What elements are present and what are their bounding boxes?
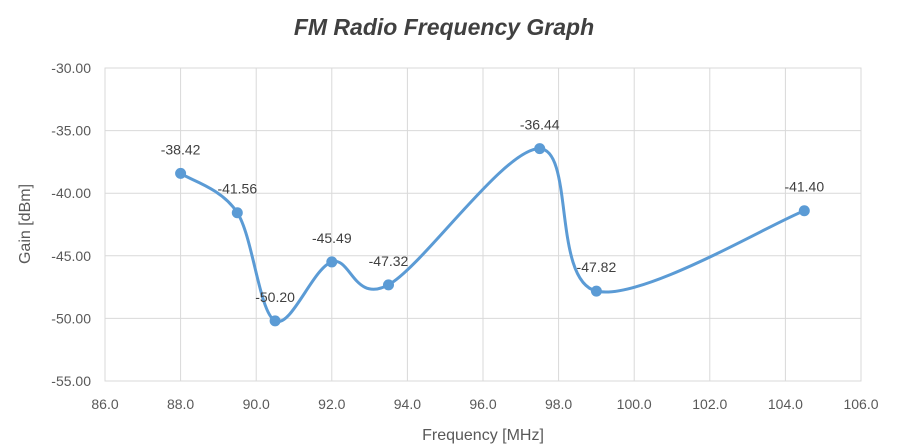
x-tick-label: 104.0	[768, 396, 803, 412]
gridlines	[104, 67, 862, 382]
x-tick-label: 96.0	[469, 396, 496, 412]
data-label: -50.20	[255, 289, 295, 305]
y-tick-label: -45.00	[51, 248, 91, 264]
x-tick-label: 92.0	[318, 396, 345, 412]
data-label: -41.40	[784, 179, 824, 195]
data-point	[534, 143, 546, 155]
y-tick-label: -50.00	[51, 310, 91, 326]
data-point	[798, 205, 810, 217]
y-tick-label: -40.00	[51, 185, 91, 201]
x-tick-label: 90.0	[243, 396, 270, 412]
data-point	[383, 279, 394, 291]
data-point	[175, 167, 187, 179]
y-axis-title: Gain [dBm]	[17, 184, 34, 264]
x-tick-label: 102.0	[692, 396, 727, 412]
x-tick-label: 100.0	[617, 396, 652, 412]
data-label: -47.82	[577, 259, 617, 275]
data-label: -41.56	[217, 181, 257, 197]
data-label: -38.42	[161, 141, 201, 157]
x-tick-label: 88.0	[167, 396, 194, 412]
chart-title: FM Radio Frequency Graph	[294, 14, 594, 40]
data-point	[269, 315, 281, 327]
x-axis-ticks: 86.0 88.0 90.0 92.0 94.0 96.0 98.0 100.0 102.0 10…	[91, 396, 878, 412]
x-axis-title: Frequency [MHz]	[422, 427, 544, 444]
x-tick-label: 98.0	[545, 396, 572, 412]
x-tick-label: 106.0	[843, 396, 878, 412]
x-tick-label: 86.0	[91, 396, 118, 412]
plot-area	[104, 67, 862, 382]
x-tick-label: 94.0	[394, 396, 421, 412]
y-tick-label: -55.00	[51, 373, 91, 389]
y-tick-label: -30.00	[51, 60, 91, 76]
y-tick-label: -35.00	[51, 123, 91, 139]
data-points	[175, 143, 810, 327]
data-label: -36.44	[520, 117, 560, 133]
data-labels: -38.42 -41.56 -50.20 -45.49 -47.32 -36.44 -47.…	[161, 117, 825, 305]
data-point	[231, 207, 243, 219]
data-point	[326, 256, 338, 268]
data-point	[590, 285, 602, 297]
data-label: -45.49	[312, 230, 352, 246]
data-label: -47.32	[369, 253, 409, 269]
y-axis-ticks: -30.00 -35.00 -40.00 -45.00 -50.00 -55.00	[51, 60, 91, 389]
